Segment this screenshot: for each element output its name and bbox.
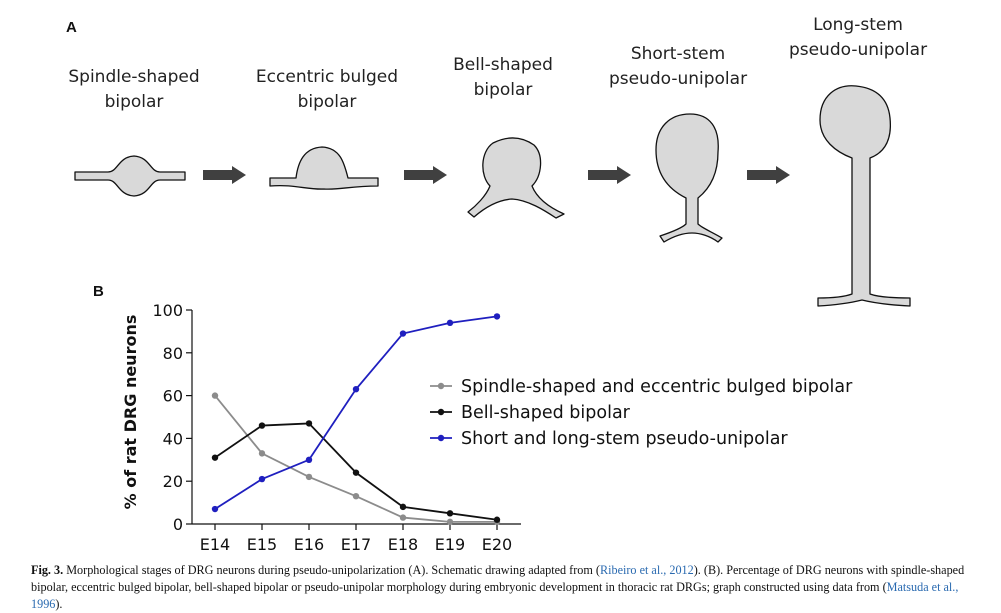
x-tick-label: E20 bbox=[482, 535, 512, 554]
y-tick-label: 100 bbox=[152, 301, 183, 320]
caption-text: Morphological stages of DRG neurons duri… bbox=[63, 563, 600, 577]
series-3-point bbox=[446, 319, 454, 327]
x-tick-label: E18 bbox=[388, 535, 418, 554]
stage-label-line: Bell-shaped bbox=[453, 55, 553, 75]
stage-label-spindle: Spindle-shaped bipolar bbox=[68, 65, 199, 115]
arrow-right-icon bbox=[588, 166, 631, 184]
panel-b-letter: B bbox=[93, 283, 104, 300]
stage-label-eccentric: Eccentric bulged bipolar bbox=[256, 65, 398, 115]
eccentric-neuron-shape bbox=[269, 146, 379, 190]
series-2-point bbox=[352, 469, 360, 476]
y-axis-label: % of rat DRG neurons bbox=[121, 315, 140, 510]
y-tick-label: 80 bbox=[163, 344, 183, 363]
stage-label-line: Spindle-shaped bbox=[68, 67, 200, 87]
series-3-point bbox=[305, 456, 313, 463]
stage-label-line: bipolar bbox=[297, 92, 357, 112]
x-tick-label: E14 bbox=[200, 535, 230, 554]
series-2-point bbox=[446, 510, 454, 517]
y-tick-label: 40 bbox=[163, 429, 183, 448]
stage-label-short-stem: Short-stem pseudo-unipolar bbox=[609, 42, 747, 92]
series-3-point bbox=[493, 313, 501, 320]
caption-text: ). bbox=[55, 597, 63, 611]
series-1-point bbox=[399, 514, 407, 521]
stage-label-line: Eccentric bulged bbox=[255, 67, 399, 87]
stage-label-line: bipolar bbox=[473, 80, 533, 100]
spindle-neuron-shape bbox=[74, 155, 186, 197]
x-tick-label: E19 bbox=[435, 535, 465, 554]
stage-label-bell: Bell-shaped bipolar bbox=[453, 53, 553, 103]
caption-fig-label: Fig. 3. bbox=[31, 563, 64, 577]
legend-label: Spindle-shaped and eccentric bulged bipo… bbox=[461, 377, 853, 397]
series-line-3 bbox=[214, 315, 498, 510]
y-tick-label: 60 bbox=[163, 387, 183, 406]
x-tick-label: E16 bbox=[294, 535, 324, 554]
series-2-point bbox=[399, 503, 407, 511]
legend-marker bbox=[437, 408, 445, 416]
stage-label-line: Short-stem bbox=[630, 44, 726, 64]
stage-label-line: pseudo-unipolar bbox=[608, 69, 748, 89]
series-2-point bbox=[211, 454, 219, 461]
series-3-point bbox=[258, 475, 266, 483]
x-tick-label: E17 bbox=[341, 535, 371, 554]
legend-marker bbox=[437, 382, 445, 390]
series-3-point bbox=[352, 385, 360, 393]
arrow-right-icon bbox=[404, 166, 447, 184]
series-3-point bbox=[211, 505, 219, 513]
short-stem-neuron-shape bbox=[655, 113, 723, 243]
caption-text: ). (B). Percentage of DRG neurons with s… bbox=[31, 563, 965, 594]
stage-label-line: Long-stem bbox=[813, 15, 903, 35]
series-line-1 bbox=[214, 395, 497, 523]
y-tick-label: 0 bbox=[173, 515, 183, 534]
series-1-point bbox=[446, 518, 454, 526]
arrow-right-icon bbox=[203, 166, 246, 184]
legend-label: Bell-shaped bipolar bbox=[461, 403, 631, 423]
neuron-stages-diagram bbox=[74, 85, 911, 307]
series-2-point bbox=[258, 422, 266, 429]
series-1-point bbox=[211, 392, 219, 399]
stage-label-line: pseudo-unipolar bbox=[788, 40, 928, 60]
stage-label-line: bipolar bbox=[104, 92, 164, 112]
bell-neuron-shape bbox=[467, 137, 565, 219]
long-stem-neuron-shape bbox=[817, 85, 911, 307]
stage-label-long-stem: Long-stem pseudo-unipolar bbox=[789, 13, 927, 63]
series-2-point bbox=[305, 420, 313, 427]
series-1-point bbox=[305, 473, 313, 481]
line-chart: 0 20 40 60 80 100 E14 E15 E16 E17 E18 E19 E20 % of … bbox=[121, 301, 853, 554]
figure-caption: Fig. 3. Morphological stages of DRG neur… bbox=[31, 562, 971, 613]
x-tick-label: E15 bbox=[247, 535, 277, 554]
series-1-point bbox=[258, 450, 266, 457]
panel-a-letter: A bbox=[66, 19, 77, 36]
caption-citation-link[interactable]: Ribeiro et al., 2012 bbox=[599, 563, 694, 577]
legend-label: Short and long-stem pseudo-unipolar bbox=[461, 429, 788, 449]
legend-marker bbox=[437, 434, 445, 442]
arrow-right-icon bbox=[747, 166, 790, 184]
series-2-point bbox=[493, 516, 501, 523]
series-1-point bbox=[352, 492, 360, 500]
y-tick-label: 20 bbox=[163, 472, 183, 491]
series-3-point bbox=[399, 330, 407, 337]
